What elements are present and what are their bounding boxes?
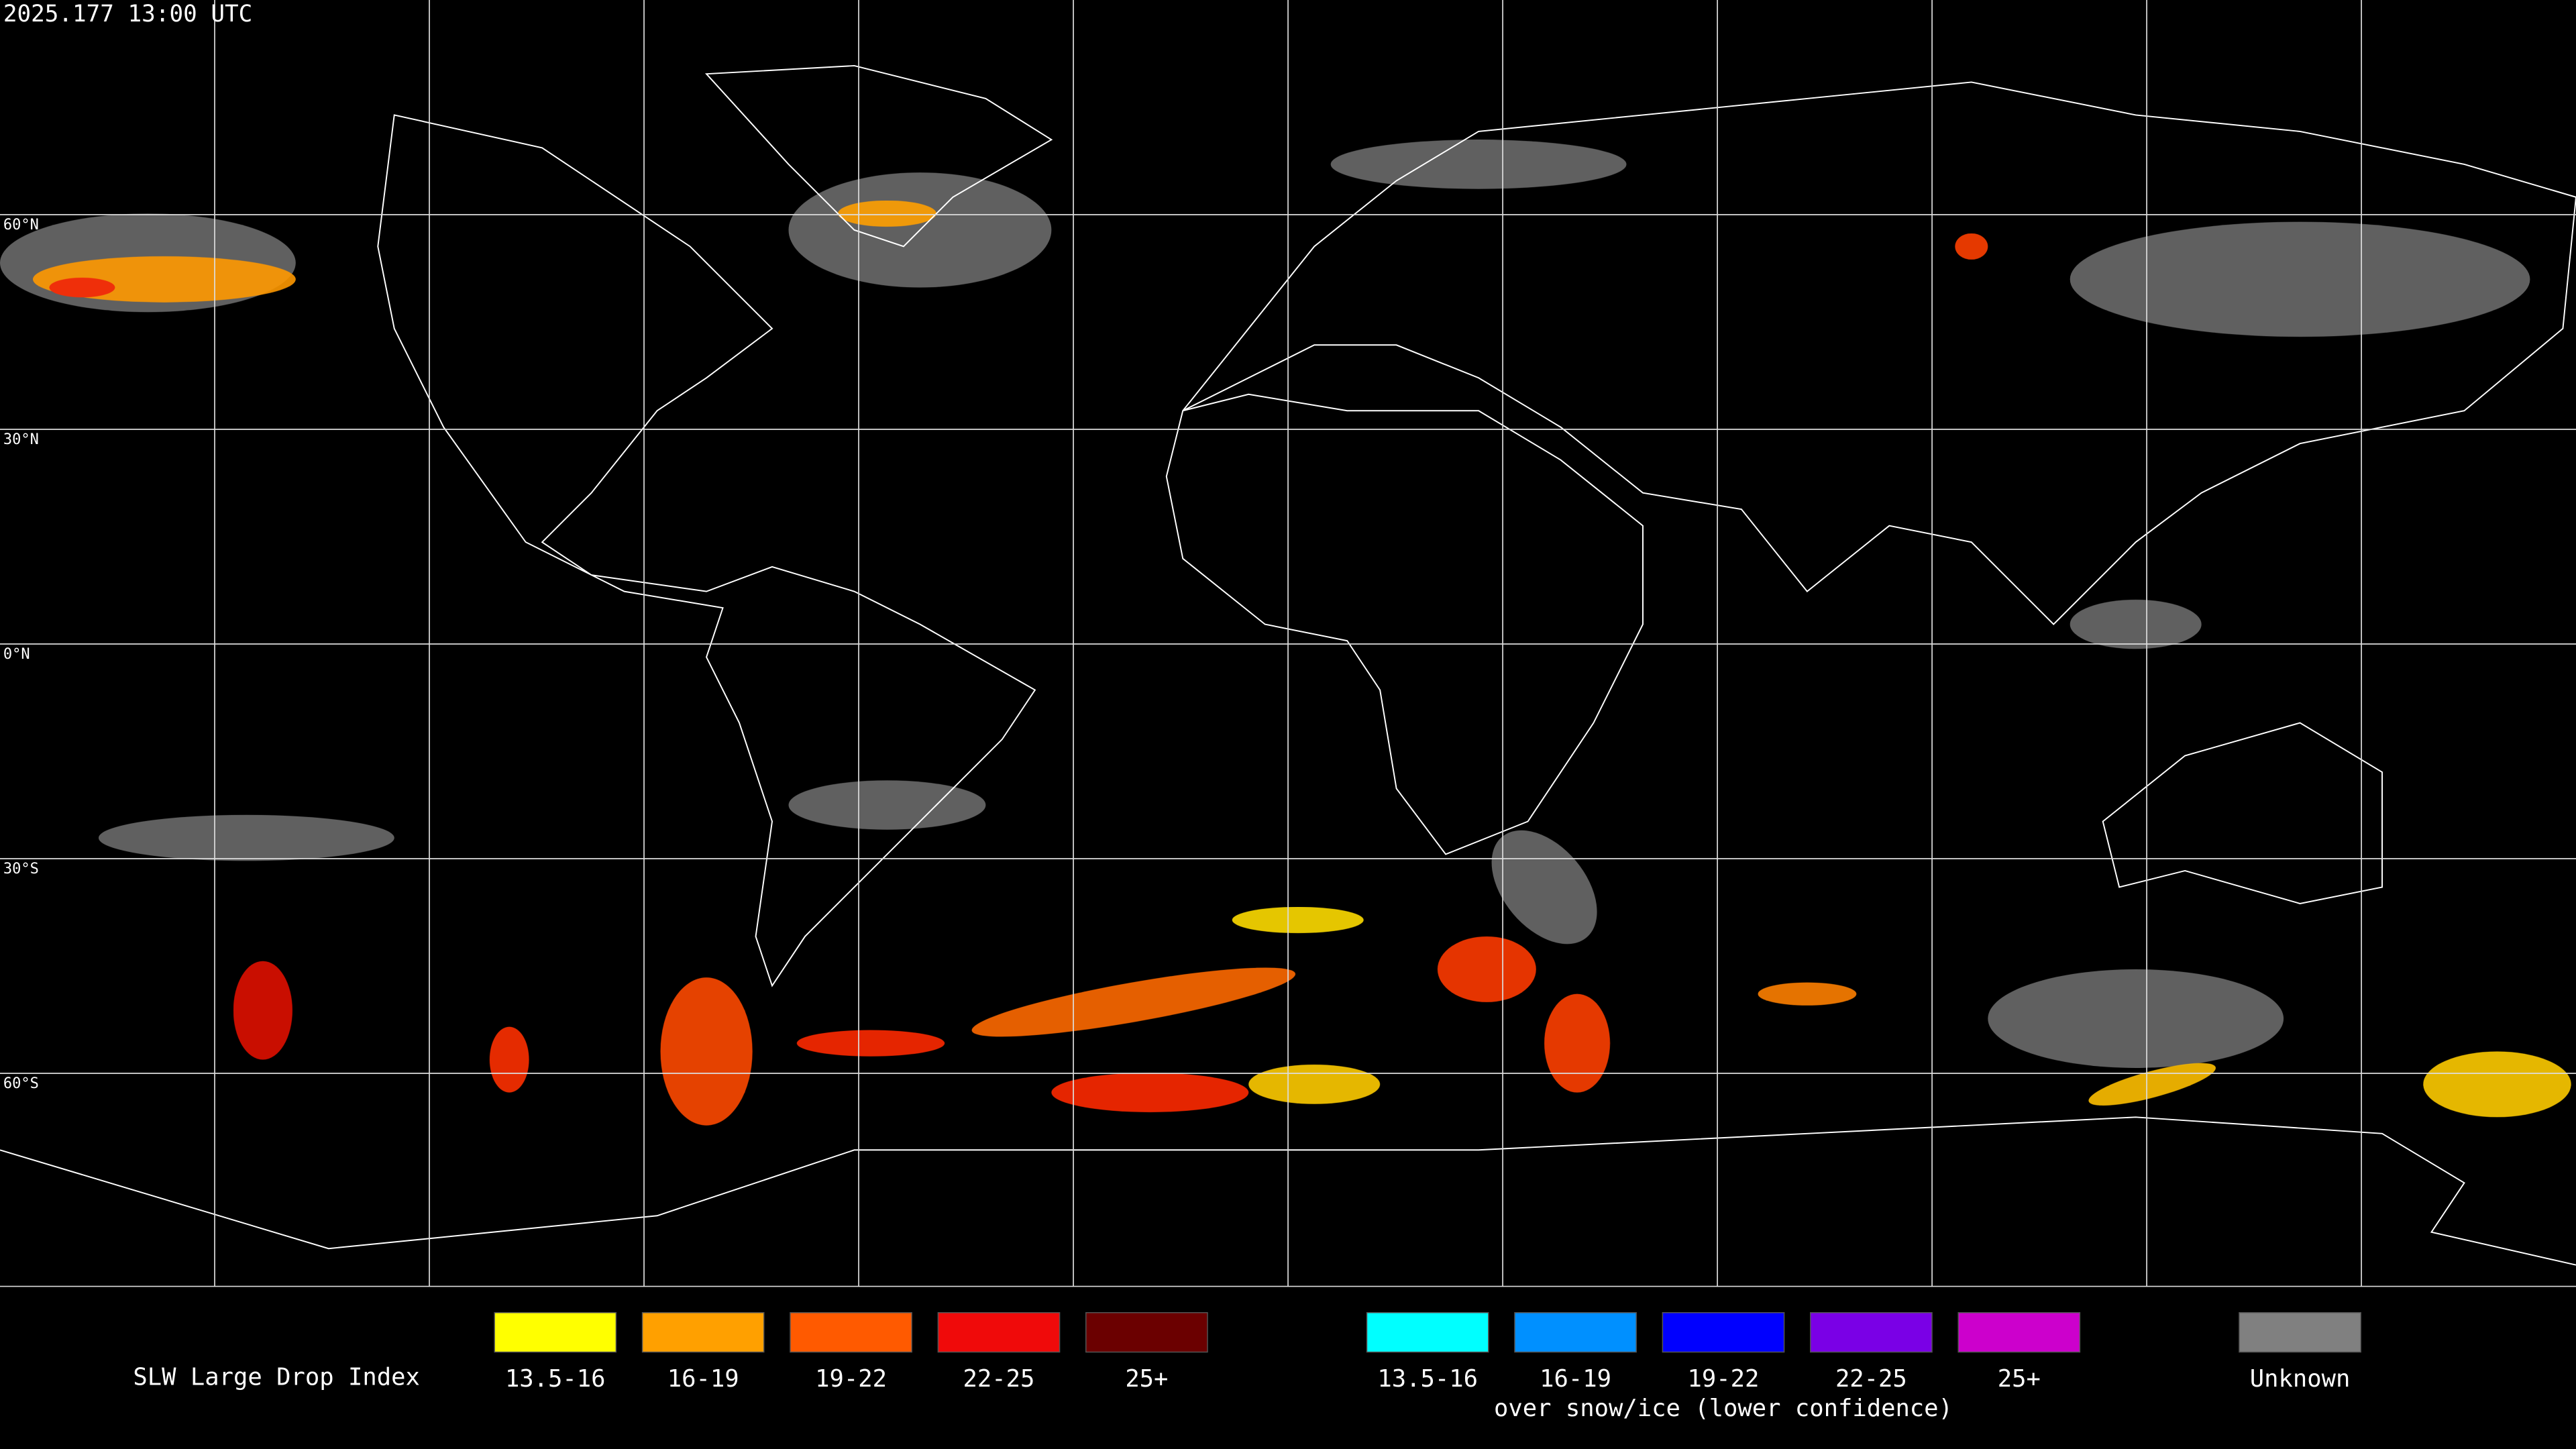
legend-label: 22-25 (1835, 1365, 1907, 1393)
legend-label: Unknown (2250, 1365, 2351, 1393)
latitude-label: 60°S (3, 1075, 39, 1092)
legend-swatch (2239, 1312, 2361, 1353)
latitude-label: 30°S (3, 861, 39, 877)
lat-lon-grid: 60°N 30°N 0°N 30°S 60°S (0, 0, 2576, 1287)
legend-swatch (1514, 1312, 1637, 1353)
legend-caption: over snow/ice (lower confidence) (1494, 1395, 1953, 1422)
legend-label: 13.5-16 (1377, 1365, 1478, 1393)
legend-label: 25+ (1125, 1365, 1168, 1393)
legend-swatch (937, 1312, 1061, 1353)
legend-label: 22-25 (963, 1365, 1035, 1393)
legend-swatch (1085, 1312, 1208, 1353)
legend-label: 25+ (1998, 1365, 2041, 1393)
legend-swatch (1957, 1312, 2081, 1353)
legend-label: 16-19 (1540, 1365, 1611, 1393)
legend: SLW Large Drop Index 13.5-16 16-19 19-22 22… (133, 1312, 2361, 1422)
legend-label: 13.5-16 (505, 1365, 606, 1393)
legend-swatch (641, 1312, 765, 1353)
latitude-label: 60°N (3, 217, 39, 233)
latitude-label: 30°N (3, 431, 39, 448)
legend-label: 16-19 (667, 1365, 739, 1393)
legend-swatch (1366, 1312, 1489, 1353)
legend-swatch (1810, 1312, 1933, 1353)
timestamp: 2025.177 13:00 UTC (3, 1, 252, 28)
latitude-label: 0°N (3, 646, 30, 663)
legend-swatch (790, 1312, 912, 1353)
legend-swatch (1662, 1312, 1785, 1353)
legend-title: SLW Large Drop Index (133, 1363, 419, 1391)
legend-label: 19-22 (815, 1365, 887, 1393)
legend-label: 19-22 (1688, 1365, 1760, 1393)
legend-swatch (494, 1312, 617, 1353)
